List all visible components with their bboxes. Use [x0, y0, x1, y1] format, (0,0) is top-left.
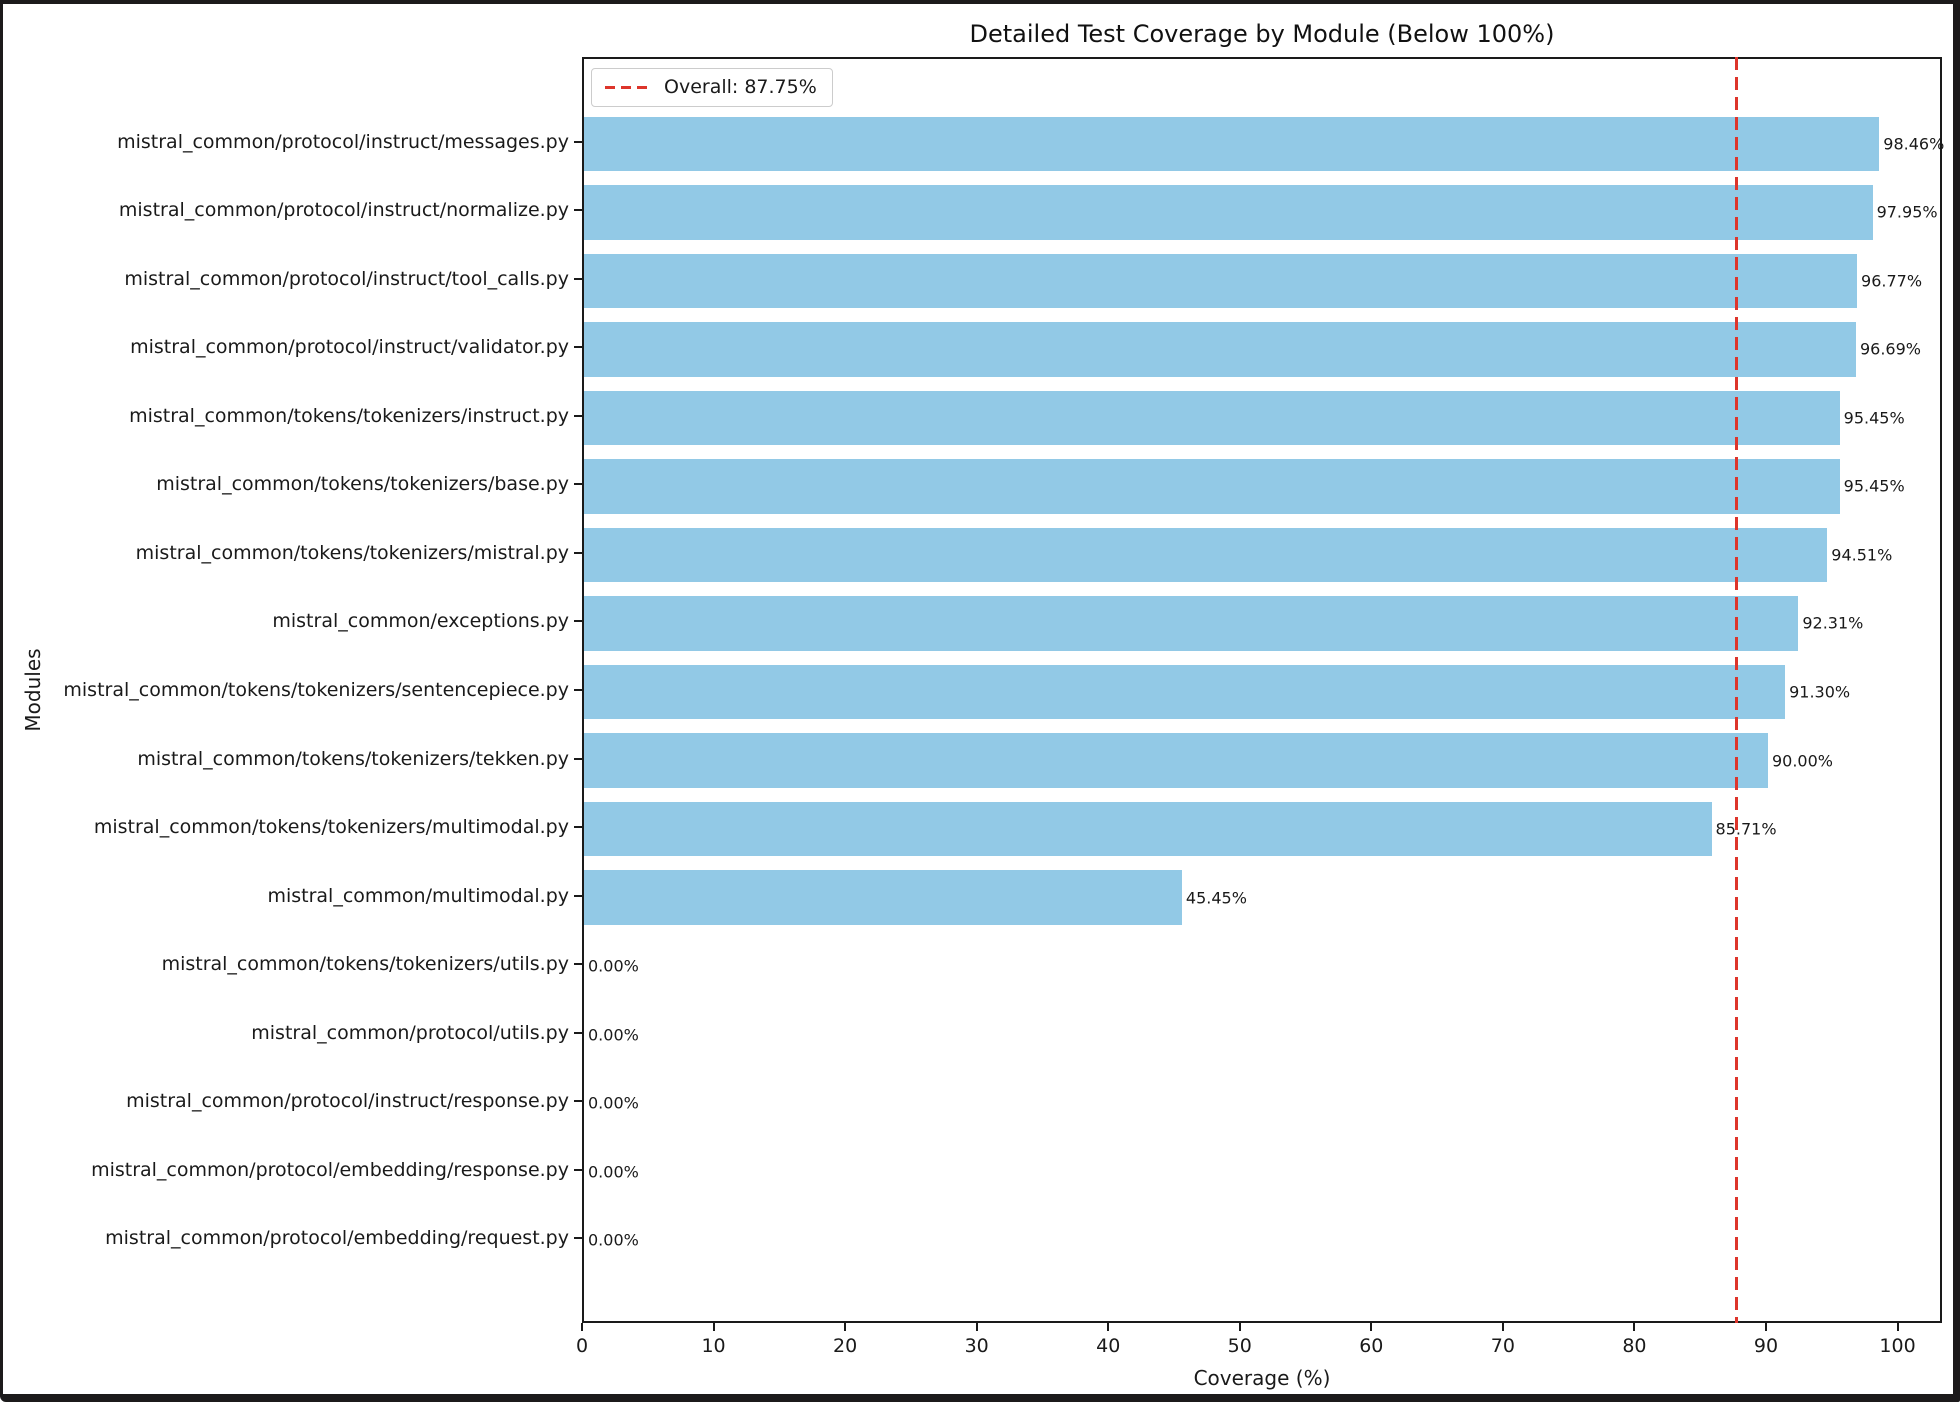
- bar: [584, 459, 1840, 514]
- xtick-mark: [1764, 1323, 1767, 1331]
- bar: [584, 870, 1182, 925]
- bar-value-label: 95.45%: [1843, 476, 1905, 496]
- chart-title: Detailed Test Coverage by Module (Below …: [969, 20, 1555, 48]
- bar: [584, 185, 1873, 240]
- ytick-mark: [574, 209, 582, 212]
- xtick-mark: [975, 1323, 978, 1331]
- bar-value-label: 94.51%: [1831, 545, 1893, 565]
- ytick-mark: [574, 277, 582, 280]
- ytick-label: mistral_common/tokens/tokenizers/sentenc…: [63, 679, 569, 701]
- bar-value-label: 90.00%: [1771, 751, 1833, 770]
- ytick-mark: [574, 1237, 582, 1240]
- bar-value-label: 91.30%: [1789, 682, 1851, 702]
- bar-value-label: 0.00%: [588, 1162, 639, 1182]
- ytick-mark: [574, 551, 582, 554]
- bar: [584, 322, 1856, 377]
- overall-coverage-line: [1734, 57, 1738, 1323]
- xtick-mark: [1238, 1323, 1241, 1331]
- ytick-mark: [574, 346, 582, 349]
- bar: [584, 733, 1768, 788]
- ytick-label: mistral_common/protocol/instruct/validat…: [130, 336, 569, 359]
- bar: [584, 801, 1712, 857]
- ytick-mark: [574, 894, 582, 897]
- bar-value-label: 0.00%: [588, 1230, 639, 1250]
- bar-value-label: 97.95%: [1876, 202, 1938, 222]
- bar-value-label: 85.71%: [1715, 819, 1777, 839]
- bar-value-label: 95.45%: [1843, 408, 1905, 428]
- ytick-mark: [574, 1031, 582, 1034]
- bar: [584, 527, 1828, 583]
- bar: [584, 664, 1786, 720]
- ytick-label: mistral_common/protocol/instruct/tool_ca…: [124, 267, 569, 290]
- xtick-mark: [1107, 1323, 1110, 1331]
- ytick-label: mistral_common/protocol/instruct/message…: [117, 130, 569, 153]
- ytick-label: mistral_common/tokens/tokenizers/base.py: [156, 473, 569, 496]
- bar-value-label: 98.46%: [1883, 134, 1945, 154]
- bar-value-label: 92.31%: [1802, 613, 1864, 633]
- xtick-mark: [1370, 1323, 1373, 1331]
- ytick-label: mistral_common/tokens/tokenizers/instruc…: [129, 404, 569, 427]
- ytick-label: mistral_common/tokens/tokenizers/multimo…: [93, 816, 569, 838]
- xtick-mark: [1633, 1323, 1636, 1331]
- ytick-label: mistral_common/tokens/tokenizers/tekken.…: [137, 747, 569, 770]
- ytick-label: mistral_common/protocol/utils.py: [251, 1021, 569, 1044]
- ytick-mark: [574, 140, 582, 143]
- xtick-label: 50: [1227, 1335, 1252, 1357]
- xtick-label: 30: [964, 1335, 989, 1357]
- xtick-label: 60: [1359, 1335, 1384, 1357]
- xtick-mark: [581, 1323, 583, 1331]
- ytick-mark: [574, 1100, 582, 1103]
- ytick-label: mistral_common/protocol/instruct/normali…: [118, 199, 569, 222]
- xtick-label: 20: [833, 1335, 858, 1357]
- xtick-label: 40: [1096, 1335, 1121, 1357]
- bar-value-label: 96.69%: [1859, 339, 1921, 359]
- ytick-mark: [574, 689, 582, 691]
- bar: [584, 390, 1840, 446]
- xtick-mark: [1501, 1323, 1504, 1331]
- bar-value-label: 0.00%: [588, 956, 639, 976]
- bar-value-label: 0.00%: [588, 1025, 639, 1045]
- legend: Overall: 87.75%: [591, 68, 833, 107]
- xtick-label: 100: [1879, 1335, 1916, 1357]
- xtick-label: 0: [575, 1335, 589, 1357]
- xtick-mark: [844, 1323, 847, 1331]
- bar: [584, 253, 1858, 309]
- ytick-mark: [574, 963, 582, 966]
- xtick-label: 80: [1622, 1335, 1647, 1357]
- ytick-mark: [574, 826, 582, 828]
- ytick-mark: [574, 1168, 582, 1171]
- legend-label: Overall: 87.75%: [664, 76, 817, 98]
- xtick-label: 10: [701, 1335, 726, 1357]
- ytick-label: mistral_common/exceptions.py: [272, 610, 569, 633]
- ytick-label: mistral_common/multimodal.py: [267, 884, 569, 907]
- ytick-mark: [574, 620, 582, 623]
- bar-value-label: 45.45%: [1185, 888, 1247, 908]
- xtick-mark: [1896, 1323, 1899, 1331]
- ytick-label: mistral_common/tokens/tokenizers/utils.p…: [161, 953, 569, 976]
- bar: [584, 116, 1880, 172]
- bar: [584, 596, 1799, 651]
- ytick-mark: [574, 757, 582, 760]
- ytick-label: mistral_common/protocol/embedding/reques…: [105, 1227, 569, 1250]
- x-axis-label: Coverage (%): [1193, 1366, 1331, 1390]
- ytick-label: mistral_common/protocol/instruct/respons…: [126, 1090, 569, 1113]
- ytick-label: mistral_common/protocol/embedding/respon…: [91, 1158, 569, 1181]
- ytick-mark: [574, 414, 582, 417]
- xtick-label: 90: [1753, 1335, 1779, 1357]
- ytick-mark: [574, 483, 582, 486]
- xtick-mark: [712, 1323, 715, 1331]
- plot-area: 98.46% 97.95% 96.77% 96.69% 95.45% 95.45% 94.5…: [582, 57, 1945, 1323]
- bar-value-label: 96.77%: [1861, 271, 1923, 291]
- red-dashed-line-icon: [605, 85, 651, 89]
- ytick-label: mistral_common/tokens/tokenizers/mistral…: [135, 541, 569, 564]
- bar-value-label: 0.00%: [588, 1093, 639, 1113]
- xtick-label: 70: [1490, 1335, 1515, 1357]
